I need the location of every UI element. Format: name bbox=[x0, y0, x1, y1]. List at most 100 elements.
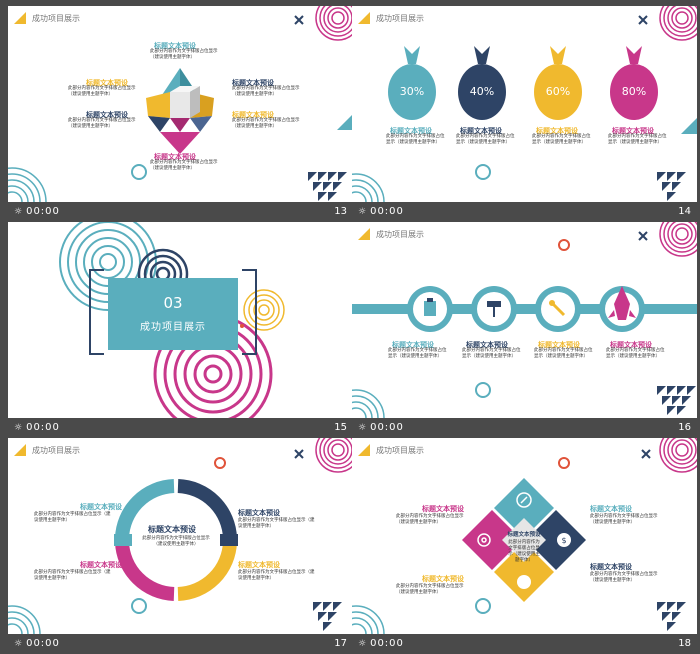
body-step-2: 此部分内容作为文字排版占位显示（建议使用主题字体） bbox=[462, 348, 521, 359]
close-x-icon bbox=[638, 15, 648, 25]
heading-right-1: 标题文本预设 bbox=[232, 79, 274, 87]
slide-14-graphics bbox=[352, 6, 697, 202]
money-bag-yellow bbox=[534, 46, 582, 120]
diamond-center-body: 此部分内容作为文字排版占位显示（建议使用主题字体） bbox=[508, 540, 540, 563]
timestamp: ☼ 00:00 bbox=[14, 638, 60, 649]
slide-cell-17[interactable]: 成功项目展示 bbox=[8, 438, 353, 654]
body-lower-left: 此部分内容作为文字排版占位显示（建议使用主题字体） bbox=[34, 570, 111, 581]
slide-cell-15[interactable]: 03 成功项目展示 ☼ 00:00 15 bbox=[8, 222, 353, 438]
heading-col-4: 标题文本预设 bbox=[612, 127, 654, 135]
concentric-pink bbox=[659, 6, 697, 41]
timestamp: ☼ 00:00 bbox=[14, 422, 60, 433]
slide-bar-16: ☼ 00:00 16 bbox=[352, 418, 697, 438]
diamond-top-teal bbox=[494, 478, 554, 538]
svg-text:$: $ bbox=[561, 536, 566, 545]
triangle-grid bbox=[308, 172, 347, 201]
body-lower-left: 此部分内容作为文字排版占位显示（建议使用主题字体） bbox=[396, 584, 464, 595]
body-lower-right: 此部分内容作为文字排版占位显示（建议使用主题字体） bbox=[238, 570, 315, 581]
slide-cell-16[interactable]: 成功项目展示 bbox=[352, 222, 697, 438]
ring-segment-yellow bbox=[177, 541, 237, 601]
heading-step-3: 标题文本预设 bbox=[538, 341, 580, 349]
ring-diagram bbox=[115, 479, 237, 601]
timestamp: ☼ 00:00 bbox=[14, 206, 60, 217]
slide-bar-18: ☼ 00:00 18 bbox=[352, 634, 697, 654]
close-x-icon bbox=[638, 231, 648, 241]
ring-tab-right bbox=[220, 534, 238, 546]
play-glyph[interactable]: ☼ bbox=[14, 639, 24, 649]
ring-center-heading: 标题文本预设 bbox=[148, 525, 196, 534]
play-glyph[interactable]: ☼ bbox=[358, 639, 368, 649]
slide-14: 成功项目展示 30% 40% 60% 80% bbox=[352, 6, 697, 202]
ring-center-body: 此部分内容作为文字排版占位显示（建议使用主题字体） bbox=[142, 536, 210, 547]
diamond-center-label: 标题文本预设 bbox=[507, 532, 541, 538]
heading-lower-left: 标题文本预设 bbox=[422, 575, 464, 583]
target-icon bbox=[477, 533, 491, 547]
heading-upper-left: 标题文本预设 bbox=[422, 505, 464, 513]
heading-top: 标题文本预设 bbox=[154, 42, 196, 50]
heading-upper-left: 标题文本预设 bbox=[80, 503, 122, 511]
money-bag-pink bbox=[610, 46, 658, 120]
body-step-3: 此部分内容作为文字排版占位显示（建议使用主题字体） bbox=[534, 348, 593, 359]
red-ring bbox=[214, 457, 226, 469]
play-glyph[interactable]: ☼ bbox=[14, 207, 24, 217]
dollar-icon: $ bbox=[557, 533, 571, 547]
body-upper-right: 此部分内容作为文字排版占位显示（建议使用主题字体） bbox=[590, 514, 658, 525]
corner-triangle bbox=[358, 228, 370, 240]
slide-16: 成功项目展示 bbox=[352, 222, 697, 418]
slide-number: 14 bbox=[678, 206, 691, 217]
teal-ring bbox=[131, 164, 147, 180]
red-ring bbox=[558, 457, 570, 469]
slide-title: 成功项目展示 bbox=[376, 14, 424, 23]
concentric-pink bbox=[315, 6, 353, 41]
play-glyph[interactable]: ☼ bbox=[14, 423, 24, 433]
triangle-grid bbox=[313, 602, 342, 631]
heading-step-2: 标题文本预设 bbox=[466, 341, 508, 349]
heading-bottom: 标题文本预设 bbox=[154, 153, 196, 161]
concentric-teal bbox=[352, 605, 385, 634]
slide-number: 15 bbox=[334, 422, 347, 433]
body-right-2: 此部分内容作为文字排版占位显示（建议使用主题字体） bbox=[232, 118, 300, 129]
triangle-grid bbox=[657, 602, 686, 631]
concentric-teal bbox=[352, 173, 385, 202]
body-lower-right: 此部分内容作为文字排版占位显示（建议使用主题字体） bbox=[590, 572, 658, 583]
triangle-grid bbox=[657, 172, 686, 201]
body-col-2: 此部分内容作为文字排版占位显示（建议使用主题字体） bbox=[456, 134, 515, 145]
body-left-2: 此部分内容作为文字排版占位显示（建议使用主题字体） bbox=[68, 118, 136, 129]
heading-step-4: 标题文本预设 bbox=[610, 341, 652, 349]
body-col-4: 此部分内容作为文字排版占位显示（建议使用主题字体） bbox=[608, 134, 667, 145]
concentric-pink bbox=[315, 438, 353, 473]
slide-number: 18 bbox=[678, 638, 691, 649]
clipboard-icon bbox=[424, 298, 436, 316]
slide-cell-18[interactable]: 成功项目展示 $ bbox=[352, 438, 697, 654]
body-upper-left: 此部分内容作为文字排版占位显示（建议使用主题字体） bbox=[34, 512, 111, 523]
slide-number: 16 bbox=[678, 422, 691, 433]
ring-segment-pink bbox=[115, 541, 175, 601]
diamond-center-white bbox=[502, 518, 546, 562]
ring-tab-left bbox=[114, 534, 132, 546]
teal-ring bbox=[475, 382, 491, 398]
timestamp: ☼ 00:00 bbox=[358, 422, 404, 433]
slide-cell-14[interactable]: 成功项目展示 30% 40% 60% 80% bbox=[352, 6, 697, 222]
play-glyph[interactable]: ☼ bbox=[358, 207, 368, 217]
heading-upper-right: 标题文本预设 bbox=[238, 509, 280, 517]
rocket-icon bbox=[608, 286, 636, 320]
close-x-icon bbox=[294, 15, 304, 25]
slide-18: 成功项目展示 $ bbox=[352, 438, 697, 634]
slide-number: 17 bbox=[334, 638, 347, 649]
play-glyph[interactable]: ☼ bbox=[358, 423, 368, 433]
compass-icon bbox=[516, 492, 532, 508]
concentric-teal bbox=[8, 167, 47, 202]
slide-title: 成功项目展示 bbox=[32, 446, 80, 455]
close-x-icon bbox=[641, 449, 651, 459]
slide-bar-14: ☼ 00:00 14 bbox=[352, 202, 697, 222]
heading-left-1: 标题文本预设 bbox=[86, 79, 128, 87]
heading-upper-right: 标题文本预设 bbox=[590, 505, 632, 513]
heading-lower-left: 标题文本预设 bbox=[80, 561, 122, 569]
money-bag-teal bbox=[388, 46, 436, 120]
slide-15: 03 成功项目展示 bbox=[8, 222, 353, 418]
slide-cell-13[interactable]: 成功项目展示 bbox=[8, 6, 353, 222]
teal-corner-triangle bbox=[681, 118, 697, 134]
corner-triangle bbox=[14, 12, 26, 24]
slide-bar-17: ☼ 00:00 17 bbox=[8, 634, 353, 654]
cube-star-graphic bbox=[146, 68, 214, 154]
